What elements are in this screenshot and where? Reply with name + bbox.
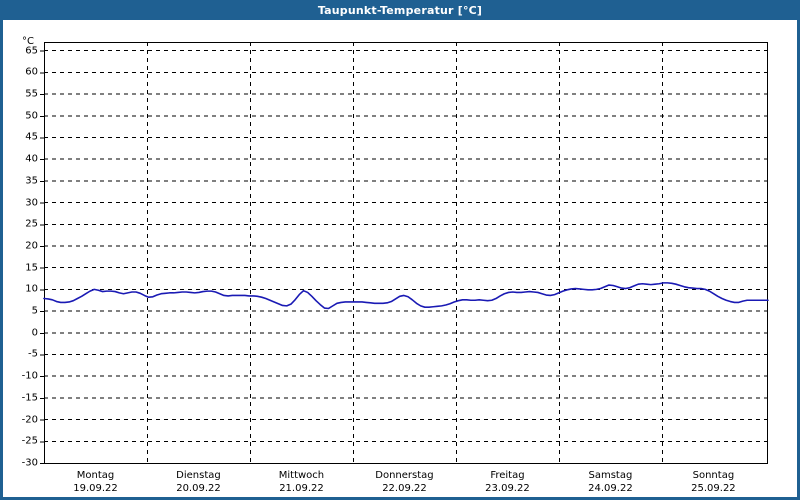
y-axis-tick-label: -5	[28, 348, 38, 360]
y-axis-tick-label: 35	[25, 175, 38, 187]
x-axis-day-name: Donnerstag	[375, 470, 434, 481]
y-axis-tick-label: 55	[25, 88, 38, 100]
y-axis-unit-label: °C	[22, 36, 34, 47]
window-title: Taupunkt-Temperatur [°C]	[317, 3, 483, 17]
x-axis-date: 21.09.22	[279, 483, 324, 494]
x-axis-day-name: Montag	[76, 470, 115, 481]
x-axis-tick-label: Montag 19.09.22	[40, 469, 150, 495]
day-separator-lines	[147, 42, 663, 463]
y-axis-tick-label: 45	[25, 131, 38, 143]
y-axis-tick-label: 5	[31, 305, 38, 317]
x-axis-date: 20.09.22	[176, 483, 221, 494]
y-axis-tick-label: -30	[21, 457, 38, 469]
y-axis-tick-label: -20	[21, 414, 38, 426]
y-axis-tick-label: 25	[25, 218, 38, 230]
x-axis-tick-label: Donnerstag 22.09.22	[349, 469, 459, 495]
y-axis-tick-label: 50	[25, 110, 38, 122]
y-axis-tick-label: -15	[21, 392, 38, 404]
x-axis-date: 24.09.22	[588, 483, 633, 494]
x-axis-tick-label: Mittwoch 21.09.22	[246, 469, 356, 495]
y-axis-tick-label: 65	[25, 45, 38, 57]
y-axis-tick-label: 0	[31, 327, 38, 339]
y-axis-tick-label: -25	[21, 435, 38, 447]
axis-lines	[40, 42, 768, 465]
x-axis-day-name: Dienstag	[176, 470, 221, 481]
y-axis-tick-label: 60	[25, 66, 38, 78]
x-axis-tick-label: Freitag 23.09.22	[452, 469, 562, 495]
x-axis-day-name: Sonntag	[692, 470, 735, 481]
y-axis-tick-label: 40	[25, 153, 38, 165]
x-axis-day-name: Samstag	[588, 470, 633, 481]
x-axis-date: 22.09.22	[382, 483, 427, 494]
x-axis-tick-label: Sonntag 25.09.22	[658, 469, 768, 495]
y-axis-tick-label: 30	[25, 197, 38, 209]
y-axis-tick-label: -10	[21, 370, 38, 382]
x-axis-date: 19.09.22	[73, 483, 118, 494]
y-axis-tick-label: 15	[25, 262, 38, 274]
dew-point-series-line	[43, 282, 769, 310]
y-axis-tick-label: 10	[25, 283, 38, 295]
x-axis-date: 25.09.22	[691, 483, 736, 494]
x-axis-tick-label: Samstag 24.09.22	[555, 469, 665, 495]
x-axis-date: 23.09.22	[485, 483, 530, 494]
x-axis-day-name: Freitag	[490, 470, 525, 481]
window-title-bar: Taupunkt-Temperatur [°C]	[0, 0, 800, 20]
grid-lines	[44, 50, 768, 442]
x-axis-day-name: Mittwoch	[278, 470, 325, 481]
y-axis-tick-label: 20	[25, 240, 38, 252]
x-axis-tick-label: Dienstag 20.09.22	[143, 469, 253, 495]
